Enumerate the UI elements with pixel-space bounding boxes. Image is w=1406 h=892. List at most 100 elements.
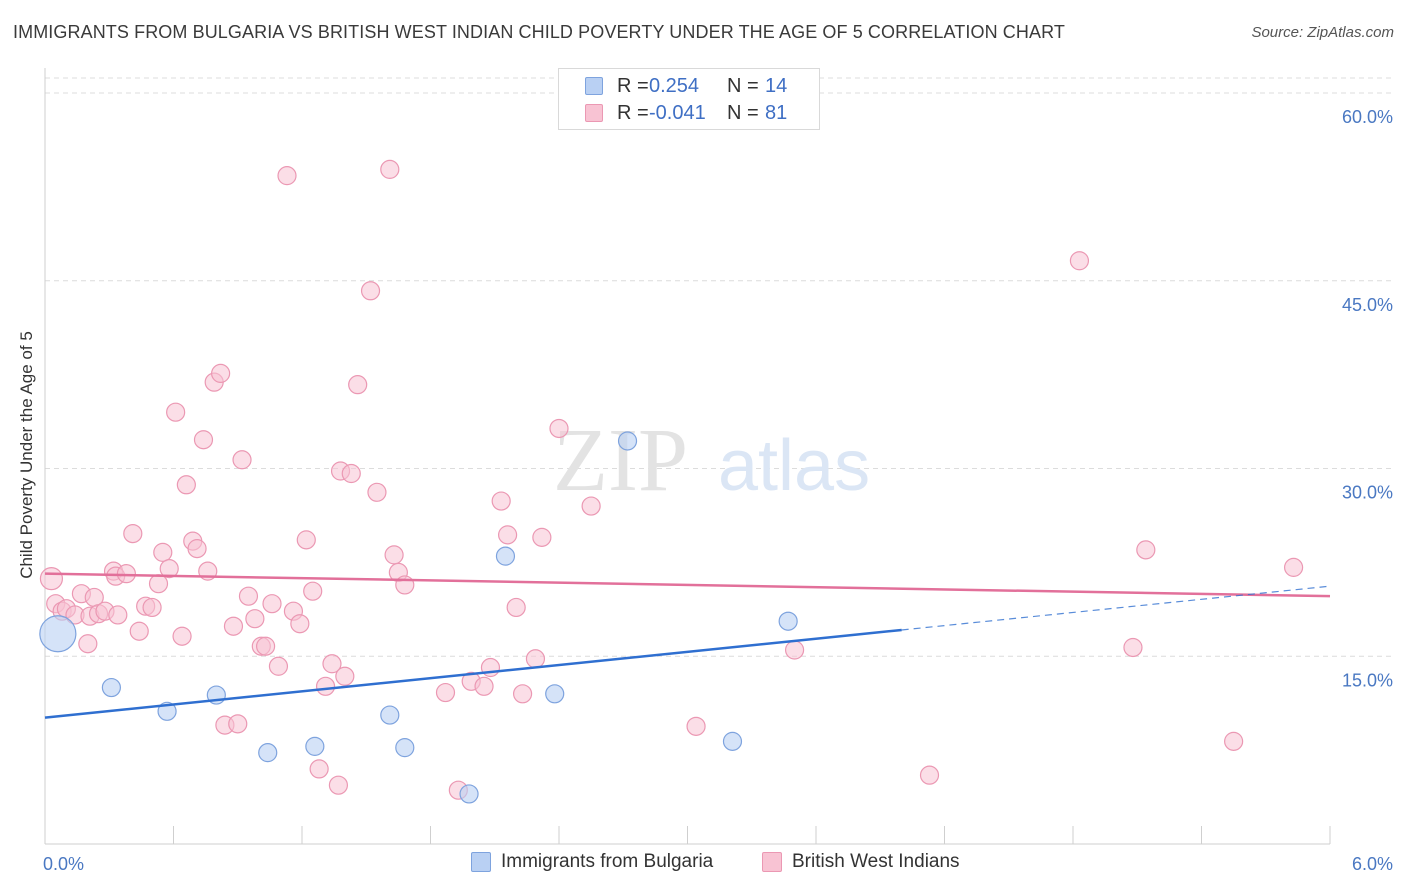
data-point-immigrants-from-bulgaria	[157, 701, 177, 721]
legend-swatch-british-west-indians	[585, 104, 603, 122]
data-point-british-west-indians	[1123, 637, 1143, 658]
trend-line-immigrants-from-bulgaria	[44, 628, 902, 719]
data-point-immigrants-from-bulgaria	[722, 731, 743, 751]
data-point-british-west-indians	[129, 621, 149, 641]
data-point-british-west-indians	[238, 586, 259, 606]
data-point-british-west-indians	[228, 714, 248, 734]
data-point-british-west-indians	[116, 564, 136, 584]
y-tick-label: 60.0%	[1342, 107, 1393, 127]
data-point-british-west-indians	[245, 609, 265, 629]
data-point-british-west-indians	[153, 542, 173, 562]
legend-label-british-west-indians: British West Indians	[792, 851, 960, 872]
data-point-british-west-indians	[193, 430, 214, 450]
series-british-west-indians	[39, 159, 1304, 800]
data-point-british-west-indians	[303, 581, 323, 601]
data-point-british-west-indians	[159, 559, 179, 579]
trend-lines	[44, 572, 1331, 719]
data-point-immigrants-from-bulgaria	[39, 615, 77, 653]
source-credit: Source: ZipAtlas.com	[1251, 24, 1394, 41]
data-point-british-west-indians	[686, 716, 706, 736]
data-point-british-west-indians	[166, 402, 186, 422]
data-point-british-west-indians	[1136, 540, 1156, 560]
x-tick-label: 0.0%	[43, 854, 84, 874]
data-point-british-west-indians	[474, 676, 494, 696]
data-point-british-west-indians	[176, 475, 196, 495]
data-point-immigrants-from-bulgaria	[778, 611, 798, 631]
data-point-british-west-indians	[296, 530, 316, 550]
data-point-immigrants-from-bulgaria	[459, 784, 479, 804]
data-point-immigrants-from-bulgaria	[101, 677, 121, 698]
legend-swatch-bulgaria	[471, 852, 491, 872]
data-point-british-west-indians	[78, 634, 98, 654]
legend-n-value: 14	[765, 74, 788, 97]
data-point-immigrants-from-bulgaria	[395, 738, 415, 758]
legend-row-bulgaria: R = 0.254 N = 14	[585, 74, 787, 98]
data-point-british-west-indians	[341, 463, 361, 484]
data-point-british-west-indians	[223, 616, 244, 636]
legend-item-british-west-indians: British West Indians	[762, 851, 960, 873]
data-point-british-west-indians	[360, 281, 381, 301]
data-point-british-west-indians	[384, 545, 404, 565]
data-point-british-west-indians	[123, 523, 143, 544]
data-point-british-west-indians	[498, 525, 518, 545]
data-point-british-west-indians	[315, 676, 336, 696]
data-point-british-west-indians	[1224, 731, 1244, 751]
data-point-british-west-indians	[262, 594, 282, 614]
correlation-legend: R = 0.254 N = 14 R = -0.041 N = 81	[558, 68, 820, 130]
series-legend: Immigrants from Bulgaria British West In…	[0, 851, 1406, 879]
data-point-british-west-indians	[506, 597, 526, 618]
data-point-british-west-indians	[328, 775, 349, 795]
data-point-british-west-indians	[142, 597, 162, 618]
data-point-immigrants-from-bulgaria	[258, 743, 278, 763]
data-point-british-west-indians	[322, 654, 342, 674]
data-point-british-west-indians	[525, 649, 546, 669]
legend-n-value: 81	[765, 101, 788, 124]
data-point-british-west-indians	[784, 640, 805, 660]
data-point-immigrants-from-bulgaria	[617, 431, 638, 451]
data-point-immigrants-from-bulgaria	[545, 684, 565, 704]
y-tick-label: 15.0%	[1342, 670, 1393, 690]
watermark-zip: ZIP	[553, 411, 688, 510]
chart-title: IMMIGRANTS FROM BULGARIA VS BRITISH WEST…	[13, 22, 1065, 42]
data-point-british-west-indians	[255, 636, 276, 656]
data-point-british-west-indians	[39, 567, 64, 591]
data-point-british-west-indians	[290, 614, 310, 634]
data-point-british-west-indians	[232, 450, 252, 470]
data-point-immigrants-from-bulgaria	[495, 546, 516, 566]
legend-r-value: 0.254	[649, 74, 700, 97]
data-point-british-west-indians	[268, 656, 289, 676]
data-point-british-west-indians	[367, 482, 387, 502]
legend-r-label: R =	[617, 74, 649, 97]
y-tick-label: 30.0%	[1342, 483, 1393, 503]
data-point-british-west-indians	[277, 166, 297, 186]
data-point-british-west-indians	[172, 626, 192, 646]
watermark-atlas: atlas	[718, 426, 870, 506]
legend-n-label: N =	[727, 101, 759, 124]
data-point-british-west-indians	[581, 496, 601, 516]
data-point-british-west-indians	[335, 666, 355, 686]
legend-row-british-west-indians: R = -0.041 N = 81	[585, 101, 787, 125]
trend-line-british-west-indians	[44, 572, 1331, 598]
data-point-british-west-indians	[380, 159, 400, 179]
y-axis-label: Child Poverty Under the Age of 5	[17, 331, 36, 579]
watermark: ZIP atlas	[553, 411, 870, 510]
data-point-british-west-indians	[919, 765, 940, 785]
data-point-british-west-indians	[148, 574, 169, 594]
legend-n-label: N =	[727, 74, 759, 97]
data-point-british-west-indians	[491, 491, 511, 511]
legend-r-label: R =	[617, 101, 649, 124]
data-point-immigrants-from-bulgaria	[305, 736, 325, 756]
grid-lines	[45, 77, 1395, 657]
data-point-immigrants-from-bulgaria	[380, 705, 400, 725]
tick-labels: 15.0% 30.0% 45.0% 60.0% 0.0% 6.0%	[43, 107, 1393, 874]
legend-swatch-bulgaria	[585, 77, 603, 95]
data-point-british-west-indians	[1069, 251, 1090, 271]
data-point-british-west-indians	[309, 759, 329, 779]
legend-swatch-british-west-indians	[762, 852, 782, 872]
x-tick-label: 6.0%	[1352, 854, 1393, 874]
data-point-british-west-indians	[532, 527, 552, 547]
legend-label-bulgaria: Immigrants from Bulgaria	[501, 851, 714, 872]
data-point-british-west-indians	[1283, 557, 1304, 577]
data-point-british-west-indians	[435, 682, 456, 703]
